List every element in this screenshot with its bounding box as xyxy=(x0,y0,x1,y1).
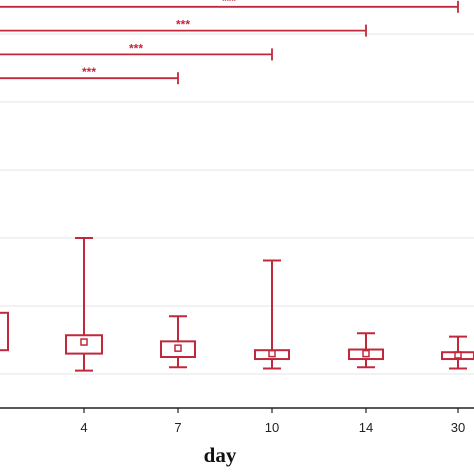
box xyxy=(160,340,196,358)
x-tick-label: 4 xyxy=(80,420,87,435)
box xyxy=(65,334,103,355)
median-marker xyxy=(362,349,370,358)
median-marker xyxy=(174,344,182,352)
significance-label: *** xyxy=(222,0,236,8)
box xyxy=(348,348,384,361)
x-axis-title: day xyxy=(204,443,237,467)
x-tick-label: 14 xyxy=(359,420,373,435)
box xyxy=(0,311,9,352)
median-marker xyxy=(80,338,88,346)
median-marker xyxy=(454,351,462,359)
gridlines xyxy=(0,33,474,375)
box xyxy=(254,349,290,361)
x-ticks: 4 7 10 14 30 xyxy=(80,408,465,435)
x-tick-label: 7 xyxy=(174,420,181,435)
median-marker xyxy=(268,349,276,358)
significance-label: *** xyxy=(82,65,96,79)
significance-brackets: *** *** *** *** xyxy=(0,0,459,85)
significance-label: *** xyxy=(176,18,190,32)
x-tick-label: 30 xyxy=(451,420,465,435)
x-tick-label: 10 xyxy=(265,420,279,435)
boxes xyxy=(0,237,474,372)
significance-label: *** xyxy=(129,41,143,55)
